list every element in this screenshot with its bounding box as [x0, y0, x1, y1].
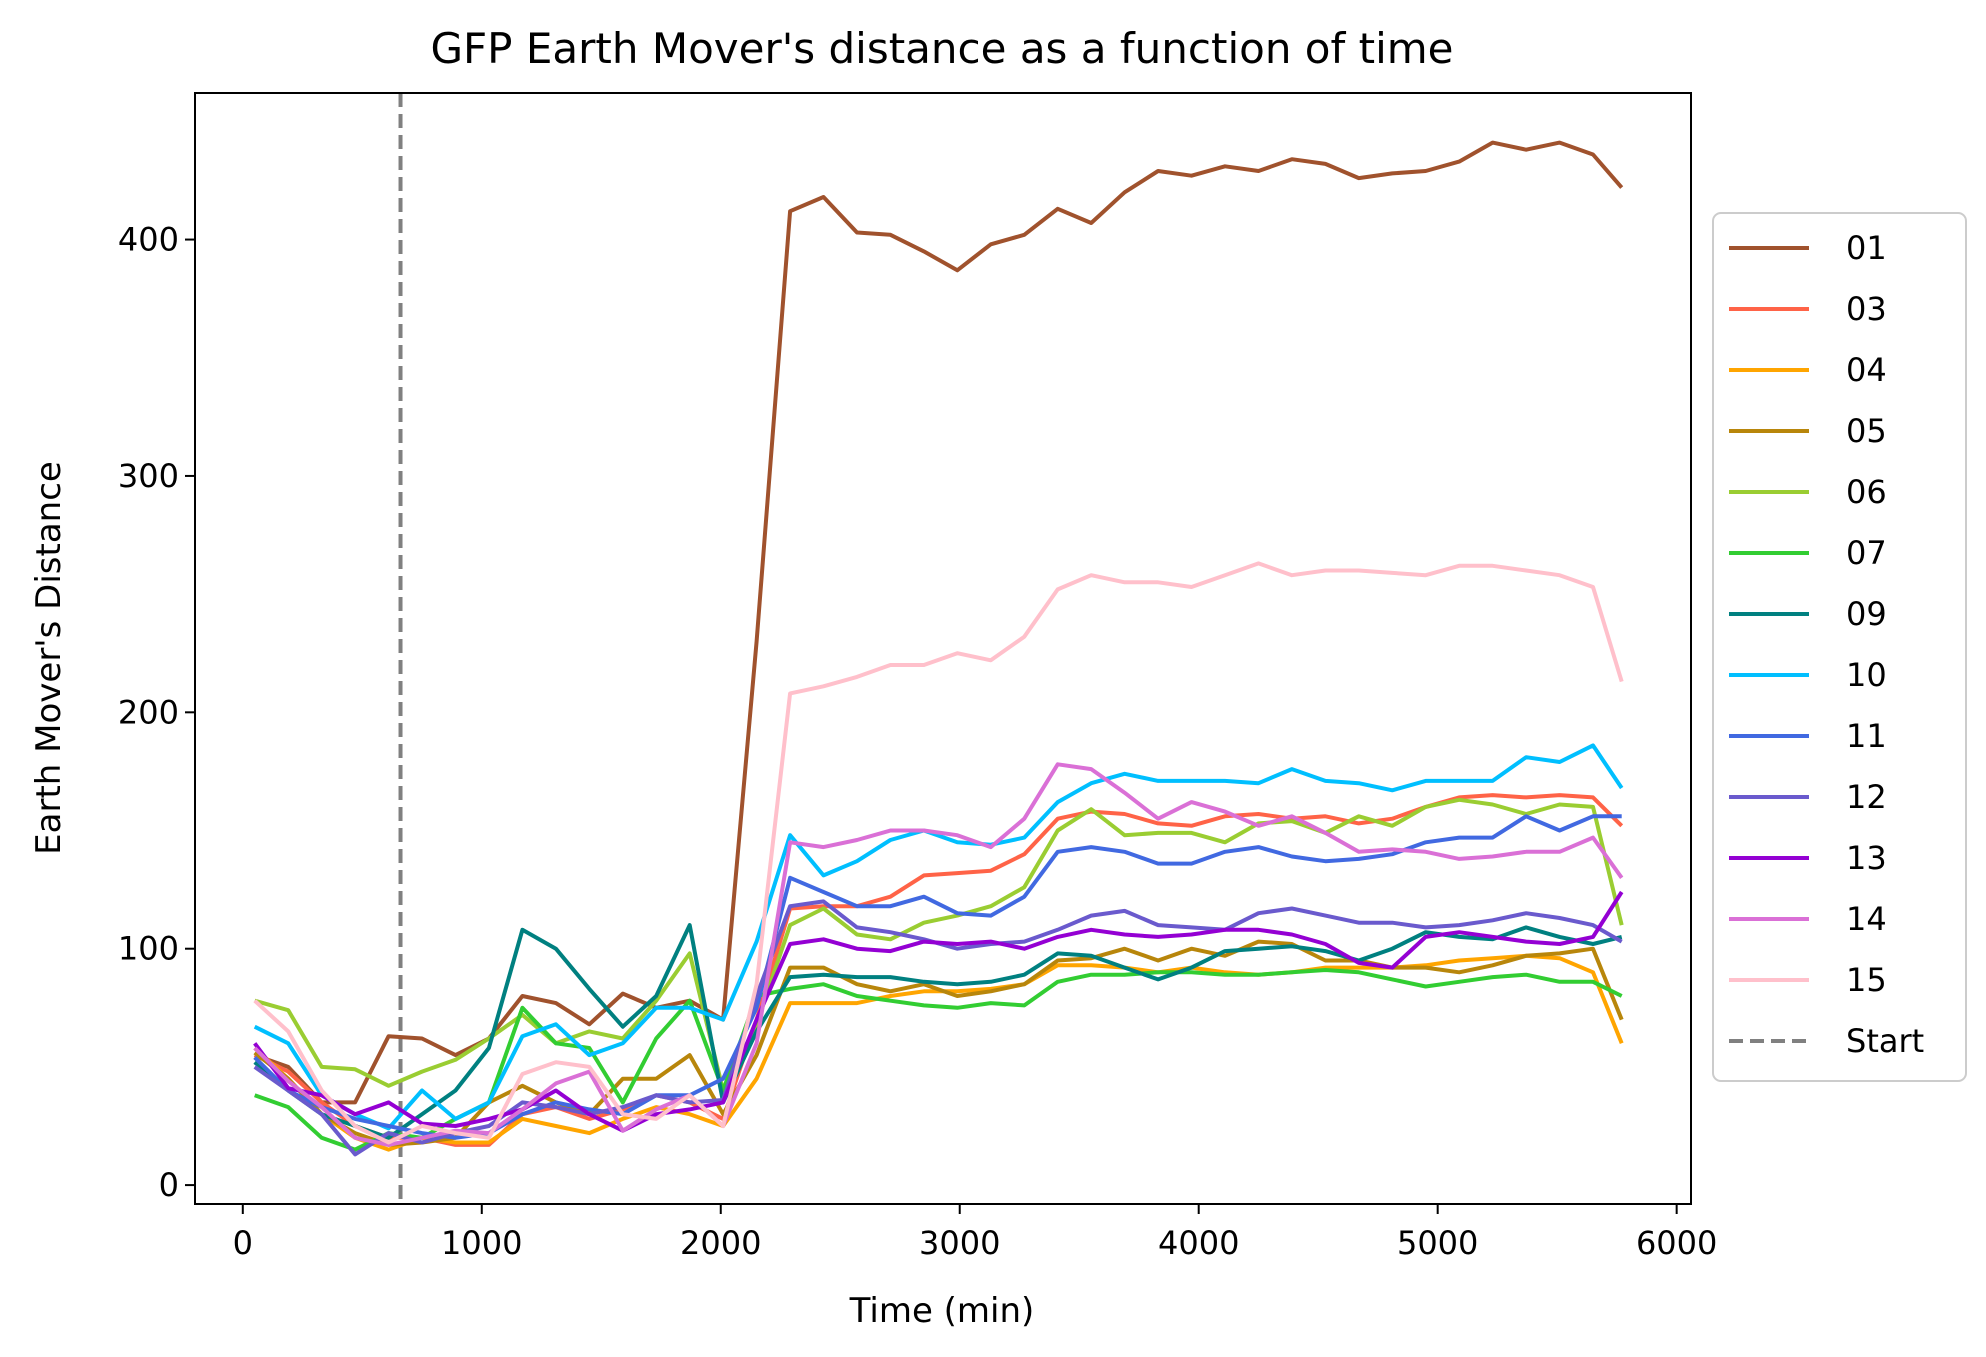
x-axis-label: Time (min) — [849, 1291, 1035, 1331]
series-line-09 — [253, 923, 1623, 1140]
chart-title: GFP Earth Mover's distance as a function… — [430, 24, 1453, 73]
x-tick-label: 0 — [233, 1224, 253, 1262]
legend-label-05: 05 — [1846, 412, 1887, 450]
legend-label-15: 15 — [1846, 961, 1887, 999]
x-tick-label: 2000 — [680, 1224, 761, 1262]
series-line-06 — [254, 797, 1624, 1093]
y-tick-label: 400 — [118, 221, 179, 259]
legend-label-12: 12 — [1846, 778, 1887, 816]
x-tick-label: 5000 — [1397, 1224, 1478, 1262]
legend-label-11: 11 — [1846, 717, 1887, 755]
legend-label-06: 06 — [1846, 473, 1887, 511]
y-axis-ticks: 0 100 200 300 400 — [118, 221, 195, 1204]
legend-label-03: 03 — [1846, 290, 1887, 328]
x-tick-label: 3000 — [919, 1224, 1000, 1262]
y-axis-label: Earth Mover's Distance — [29, 461, 69, 855]
y-tick-label: 0 — [159, 1166, 179, 1204]
plot-lines — [253, 93, 1624, 1204]
legend-label-10: 10 — [1846, 656, 1887, 694]
x-tick-label: 1000 — [441, 1224, 522, 1262]
y-tick-label: 100 — [118, 930, 179, 968]
series-line-15 — [253, 561, 1624, 1145]
legend-label-01: 01 — [1846, 229, 1887, 267]
legend: 01 03 04 05 06 07 09 10 11 12 13 14 15 Start — [1712, 212, 1967, 1082]
x-tick-label: 4000 — [1158, 1224, 1239, 1262]
legend-label-Start: Start — [1846, 1022, 1924, 1060]
x-axis-ticks: 0 1000 2000 3000 4000 5000 6000 — [233, 1204, 1717, 1262]
legend-label-13: 13 — [1846, 839, 1887, 877]
series-line-05 — [253, 939, 1624, 1147]
series-line-10 — [253, 743, 1624, 1131]
series-line-14 — [253, 762, 1624, 1147]
series-line-03 — [253, 793, 1624, 1147]
x-tick-label: 6000 — [1636, 1224, 1717, 1262]
series-line-11 — [253, 814, 1622, 1140]
y-tick-label: 200 — [118, 693, 179, 731]
series-line-07 — [254, 968, 1623, 1152]
legend-frame — [1712, 212, 1967, 1082]
legend-label-04: 04 — [1846, 351, 1887, 389]
series-line-01 — [254, 140, 1624, 1105]
y-tick-label: 300 — [118, 457, 179, 495]
plot-frame — [194, 92, 1692, 1205]
series-line-13 — [253, 890, 1624, 1133]
legend-label-14: 14 — [1846, 900, 1887, 938]
legend-label-09: 09 — [1846, 595, 1887, 633]
legend-label-07: 07 — [1846, 534, 1887, 572]
